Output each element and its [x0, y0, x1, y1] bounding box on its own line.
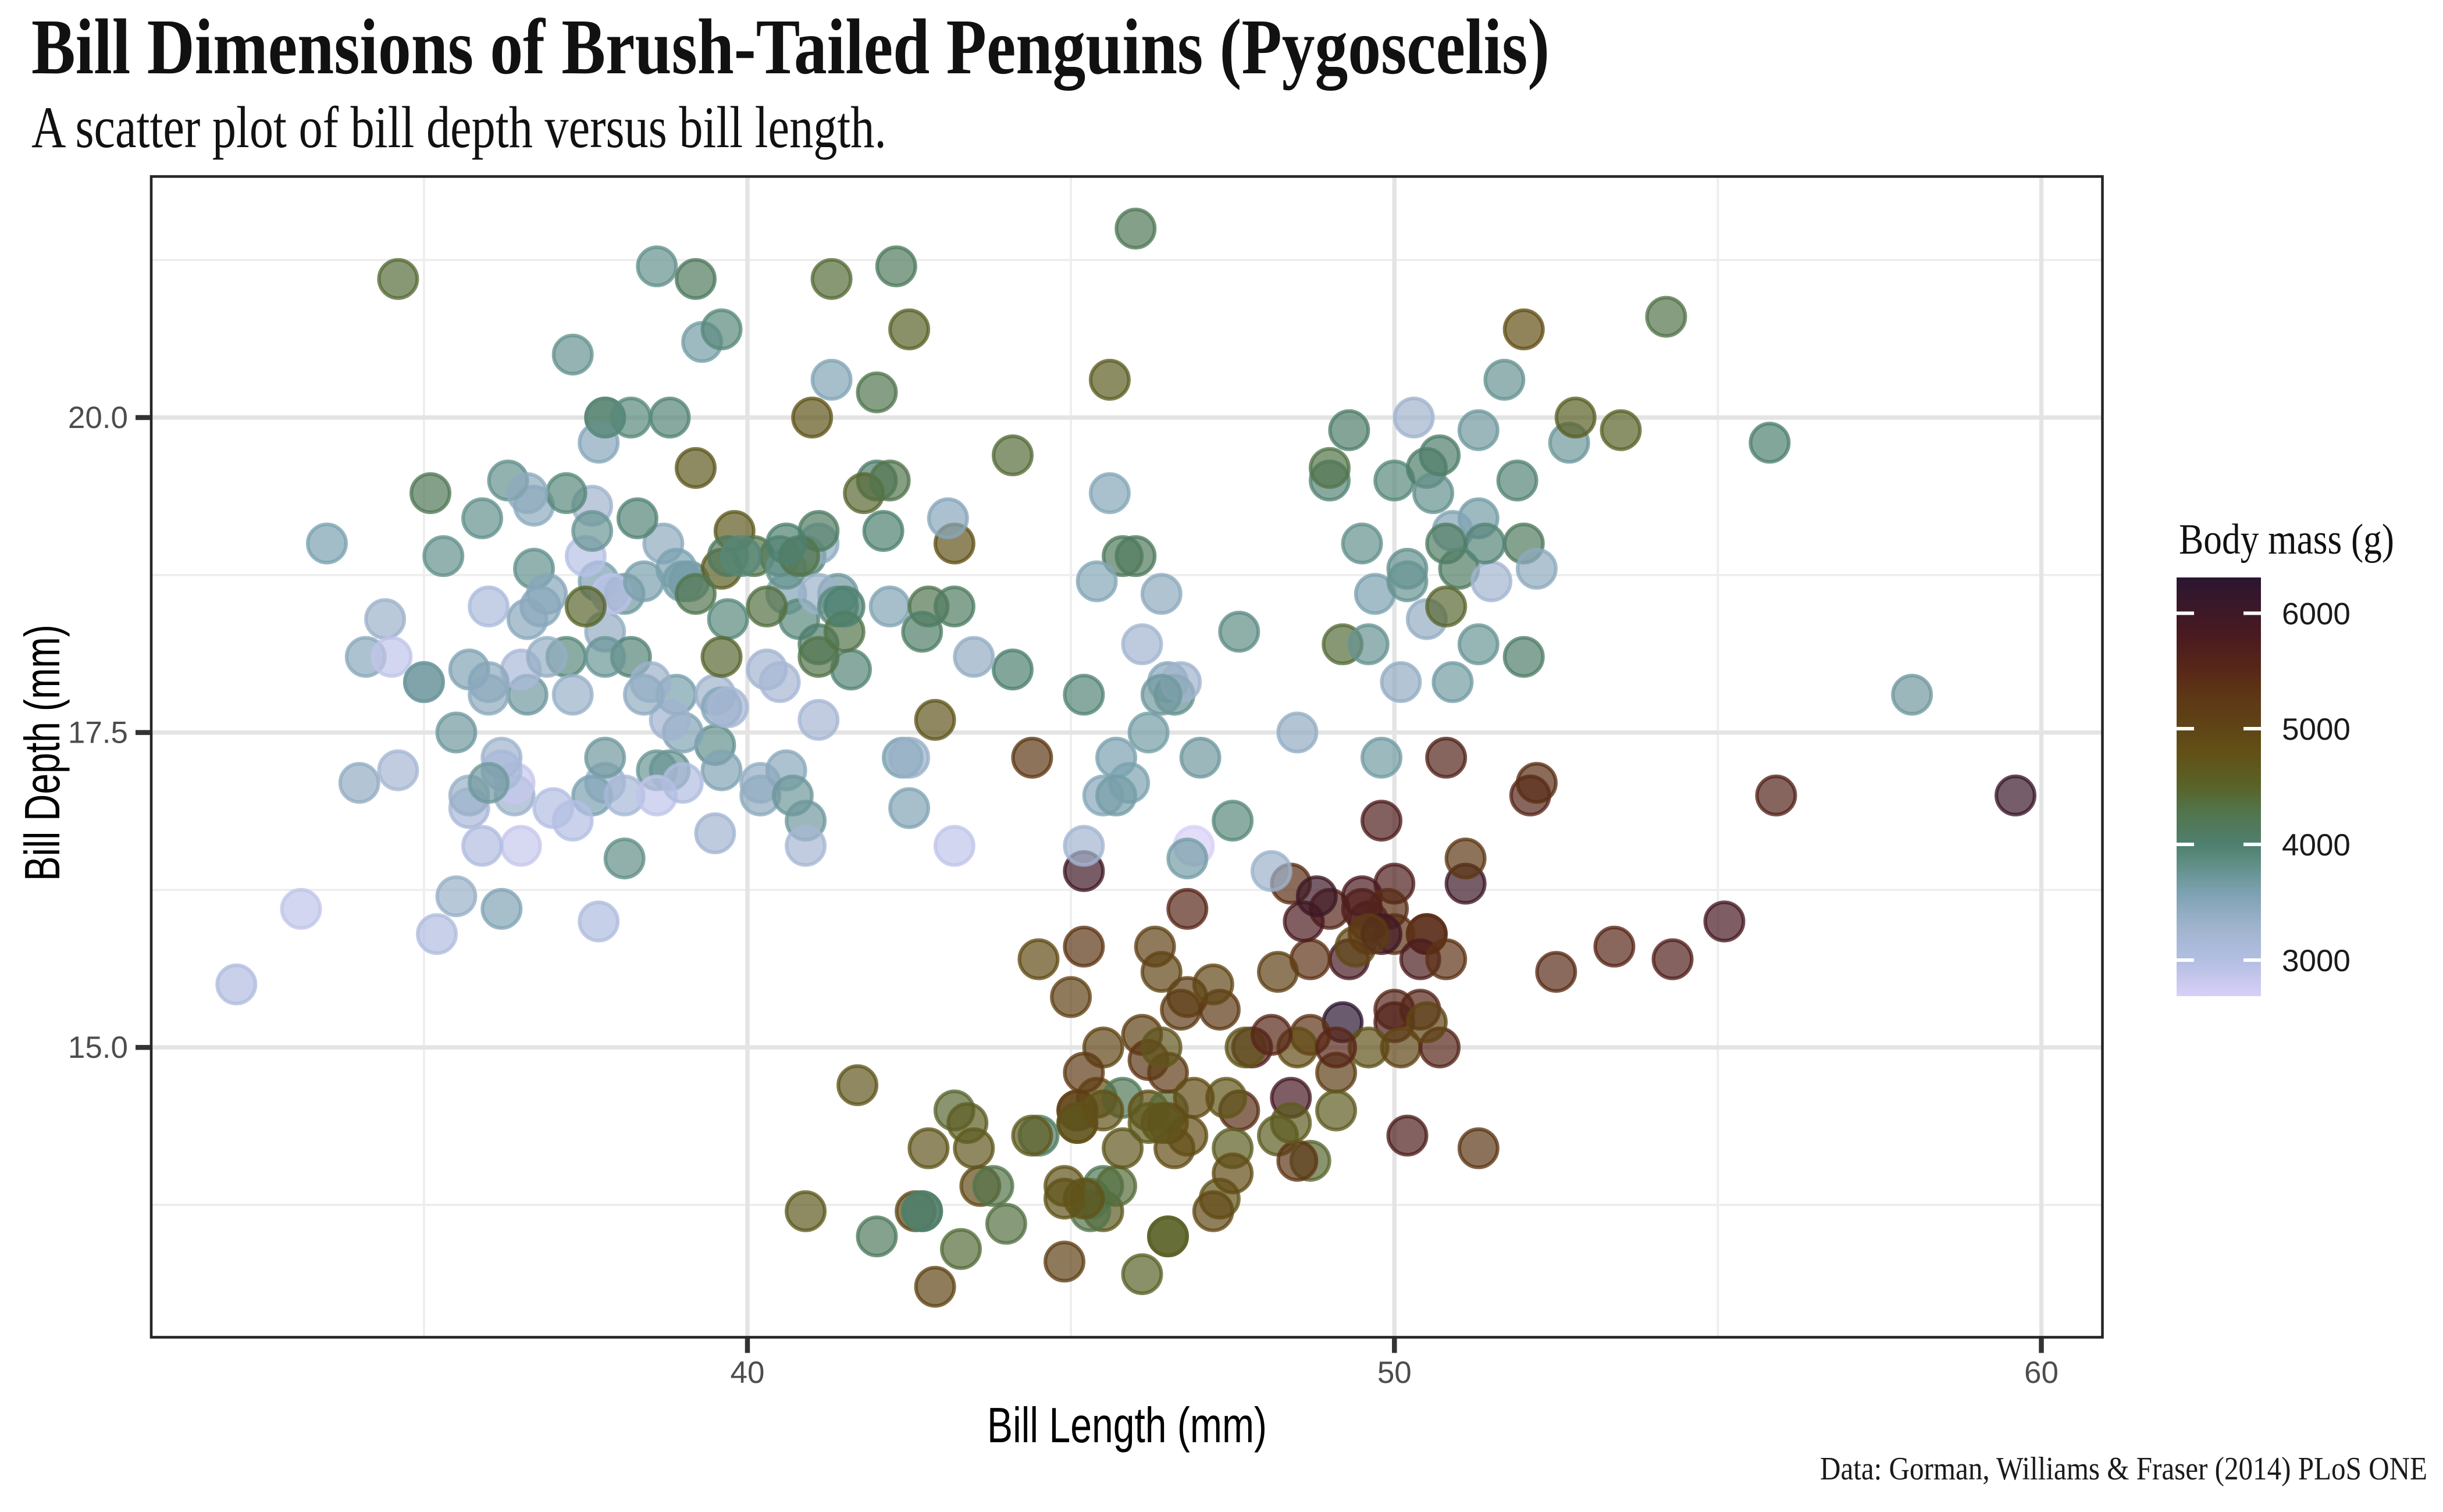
svg-text:3000: 3000: [2282, 944, 2351, 978]
svg-text:Bill Dimensions of Brush-Taile: Bill Dimensions of Brush-Tailed Penguins…: [31, 3, 1550, 91]
svg-text:50: 50: [1377, 1356, 1412, 1390]
svg-text:5000: 5000: [2282, 712, 2351, 747]
svg-text:Body mass (g): Body mass (g): [2179, 516, 2394, 564]
svg-text:A scatter plot of bill depth v: A scatter plot of bill depth versus bill…: [31, 95, 886, 161]
svg-text:60: 60: [2024, 1356, 2059, 1390]
svg-text:Bill Depth (mm): Bill Depth (mm): [15, 625, 70, 881]
svg-text:6000: 6000: [2282, 597, 2351, 632]
svg-text:15.0: 15.0: [68, 1030, 128, 1065]
svg-text:17.5: 17.5: [68, 716, 128, 750]
svg-text:Bill Length (mm): Bill Length (mm): [987, 1398, 1267, 1453]
svg-text:40: 40: [731, 1356, 765, 1390]
svg-text:20.0: 20.0: [68, 401, 128, 435]
svg-text:Data: Gorman, Williams & Frase: Data: Gorman, Williams & Fraser (2014) P…: [1820, 1451, 2427, 1487]
svg-text:4000: 4000: [2282, 828, 2351, 862]
